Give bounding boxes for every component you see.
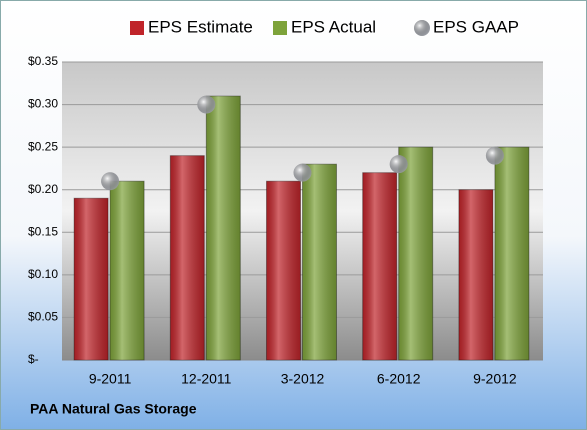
bar-shine	[362, 172, 397, 360]
footer: PAA Natural Gas Storage	[30, 401, 197, 417]
y-tick-label: $0.05	[28, 310, 58, 324]
bar-shine	[458, 189, 493, 360]
bar-shine	[266, 181, 301, 360]
y-tick-label: $0.25	[28, 139, 58, 153]
gaap-marker-shine	[389, 155, 408, 174]
legend-label: EPS Actual	[291, 17, 376, 36]
y-tick-label: $0.20	[28, 182, 58, 196]
legend-label: EPS GAAP	[433, 17, 519, 36]
bar-shine	[494, 147, 529, 360]
bar-shine	[110, 181, 145, 360]
y-tick-label: $0.35	[28, 54, 58, 68]
gaap-marker-shine	[485, 146, 504, 165]
legend-label: EPS Estimate	[148, 17, 253, 36]
y-tick-label: $0.30	[28, 97, 58, 111]
gaap-marker-shine	[197, 95, 216, 114]
bar-shine	[206, 96, 241, 361]
x-tick-label: 9-2011	[89, 371, 132, 387]
bar-shine	[302, 164, 337, 360]
bar-shine	[170, 155, 205, 360]
y-tick-label: $-	[28, 352, 39, 366]
bar-shine	[74, 198, 109, 360]
bar-shine	[398, 147, 433, 360]
legend-marker-shine	[414, 20, 430, 36]
gaap-marker-shine	[101, 172, 120, 191]
x-tick-label: 6-2012	[377, 371, 421, 387]
gaap-marker-shine	[293, 163, 312, 182]
legend-marker	[130, 21, 144, 35]
x-tick-label: 3-2012	[281, 371, 325, 387]
legend-marker	[273, 21, 287, 35]
y-tick-label: $0.10	[28, 267, 58, 281]
x-tick-label: 9-2012	[473, 371, 517, 387]
x-tick-label: 12-2011	[181, 371, 232, 387]
y-tick-label: $0.15	[28, 224, 58, 238]
